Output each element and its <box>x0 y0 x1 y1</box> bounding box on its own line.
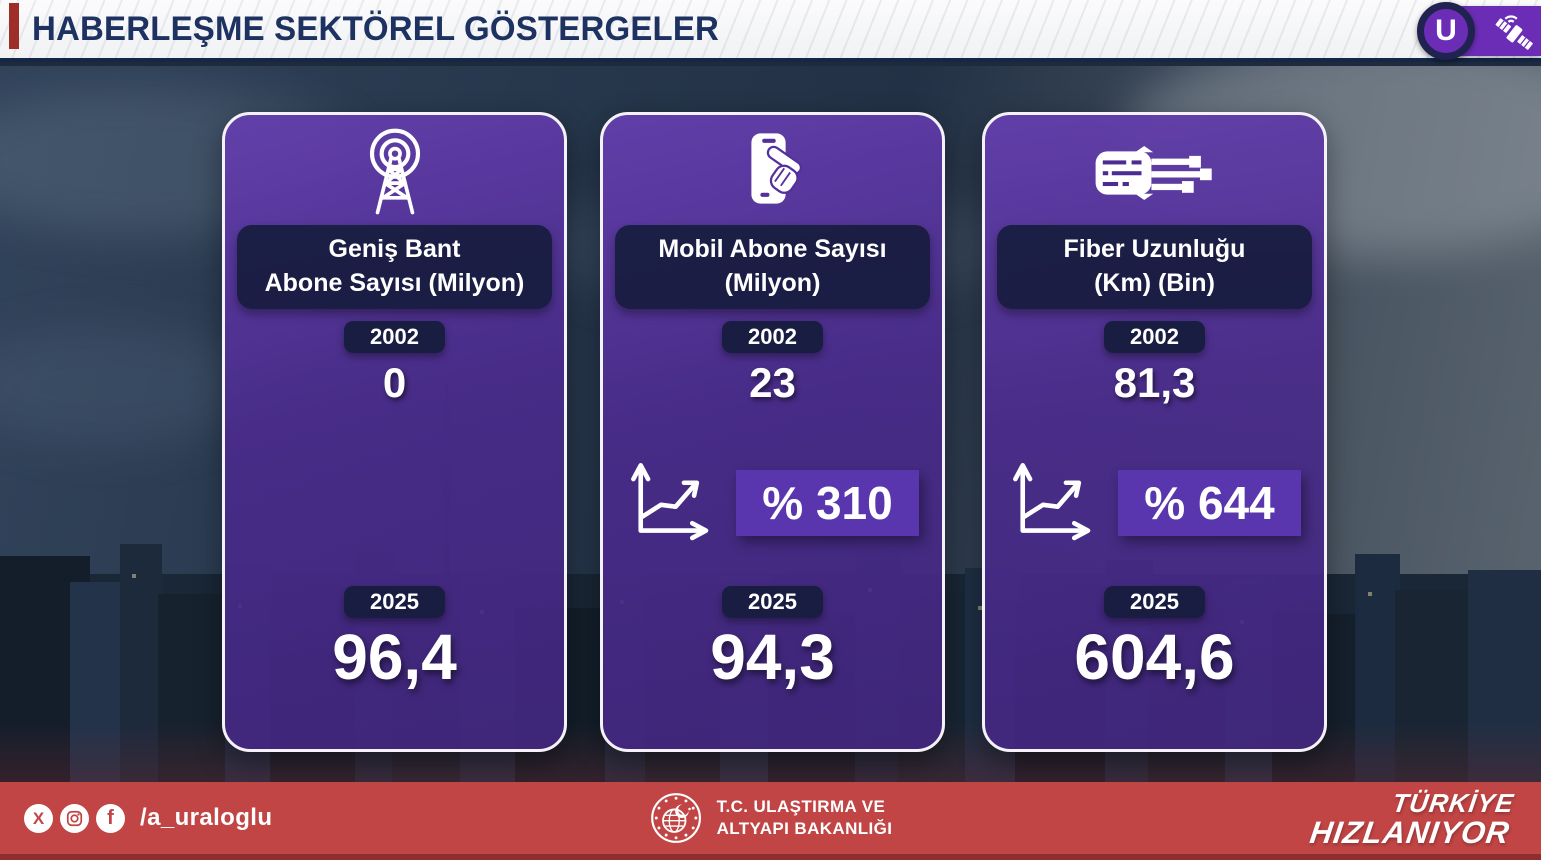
facebook-icon: f <box>96 803 125 833</box>
indicator-card-genis-bant: Geniş Bant Abone Sayısı (Milyon) 2002 0 … <box>222 112 567 752</box>
slogan-line1: TÜRKİYE <box>1390 788 1516 818</box>
satellite-icon <box>1495 15 1533 50</box>
ministry-logo-block: T.C. ULAŞTIRMA VE ALTYAPI BAKANLIĞI <box>649 782 893 854</box>
growth-badge: % 644 <box>1118 469 1301 536</box>
ministry-name: T.C. ULAŞTIRMA VE ALTYAPI BAKANLIĞI <box>717 796 893 840</box>
indicator-card-fiber-uzunlugu: Fiber Uzunluğu (Km) (Bin) 2002 81,3 % 64… <box>982 112 1327 752</box>
start-year-badge: 2002 <box>344 320 445 353</box>
card-title-line1: Mobil Abone Sayısı <box>658 235 887 263</box>
ministry-emblem-icon <box>650 793 701 843</box>
mobile-touch-icon <box>728 129 818 217</box>
start-year-badge: 2002 <box>722 320 823 353</box>
fiber-cable-icon <box>1092 129 1218 217</box>
uab-logo: U <box>1401 0 1541 62</box>
cloud-shape <box>0 326 260 446</box>
start-value: 81,3 <box>1113 358 1196 406</box>
end-value: 604,6 <box>1074 620 1235 693</box>
card-title-line1: Fiber Uzunluğu <box>1063 235 1246 263</box>
slogan: TÜRKİYE HIZLANIYOR <box>1307 788 1516 851</box>
start-value: 23 <box>749 358 796 406</box>
page-title: HABERLEŞME SEKTÖREL GÖSTERGELER <box>32 9 720 48</box>
card-title-line2: (Milyon) <box>724 268 821 297</box>
indicator-card-mobil-abone: Mobil Abone Sayısı (Milyon) 2002 23 % 31… <box>600 112 945 752</box>
slogan-line2: HIZLANIYOR <box>1307 815 1512 851</box>
growth-chart-icon <box>1013 462 1091 540</box>
start-year-badge: 2002 <box>1104 320 1205 353</box>
end-value: 96,4 <box>332 620 457 693</box>
x-icon: X <box>24 803 53 833</box>
end-year-badge: 2025 <box>344 585 445 618</box>
end-value: 94,3 <box>710 620 835 693</box>
end-year-badge: 2025 <box>722 585 823 618</box>
growth-badge: % 310 <box>736 469 919 536</box>
card-title-line2: (Km) (Bin) <box>1094 268 1215 297</box>
broadcast-tower-icon <box>349 128 441 217</box>
card-title: Mobil Abone Sayısı (Milyon) <box>615 225 930 309</box>
card-title-line1: Geniş Bant <box>328 235 461 263</box>
u-logo-letter: U <box>1435 14 1457 47</box>
card-title-line2: Abone Sayısı (Milyon) <box>264 268 525 297</box>
card-title: Fiber Uzunluğu (Km) (Bin) <box>997 225 1312 309</box>
header-bar: HABERLEŞME SEKTÖREL GÖSTERGELER U <box>0 0 1541 62</box>
social-links: X f /a_uraloglu <box>24 782 272 854</box>
card-title: Geniş Bant Abone Sayısı (Milyon) <box>237 225 552 309</box>
start-value: 0 <box>382 358 407 406</box>
u-logo-badge: U <box>1417 2 1475 60</box>
footer-bar: X f /a_uraloglu <box>0 782 1541 860</box>
instagram-icon <box>60 803 89 833</box>
ministry-name-line2: ALTYAPI BAKANLIĞI <box>716 819 893 838</box>
ministry-name-line1: T.C. ULAŞTIRMA VE <box>716 796 886 816</box>
header-accent-bar <box>9 3 19 49</box>
social-handle: /a_uraloglu <box>140 804 273 831</box>
end-year-badge: 2025 <box>1104 585 1205 618</box>
growth-chart-icon <box>631 462 709 540</box>
